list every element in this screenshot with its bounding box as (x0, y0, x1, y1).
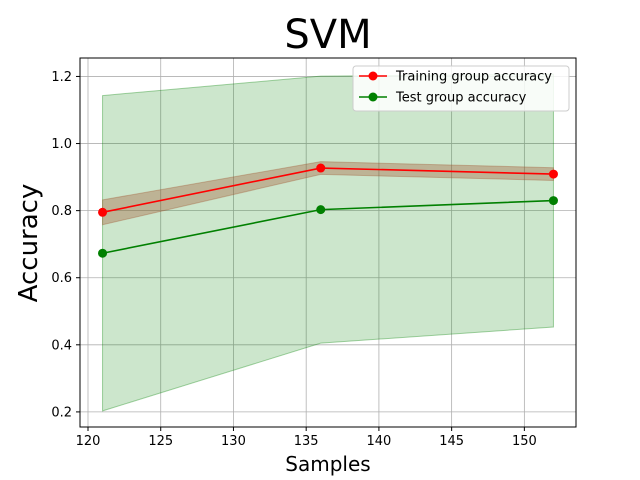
y-tick-label: 0.6 (51, 271, 72, 286)
confidence-band-training (102, 161, 554, 226)
x-tick-label: 135 (294, 434, 319, 449)
x-axis-label: Samples (285, 452, 370, 476)
y-tick-label: 1.0 (51, 137, 72, 152)
legend-entry: Training group accuracy (395, 70, 552, 85)
plot-area: 120 125 130 135 140 145 150 0.2 0.4 0.6 0.8 1.0 1.2 T… (51, 57, 577, 449)
legend-marker (368, 92, 378, 102)
y-axis-label: Accuracy (14, 184, 44, 303)
x-tick-label: 140 (366, 434, 391, 449)
legend-box (352, 65, 570, 112)
data-point-training (98, 207, 108, 217)
confidence-band-test (102, 73, 554, 412)
y-tick-label: 0.4 (51, 338, 72, 353)
y-tick-label: 0.2 (51, 405, 72, 420)
data-point-test (548, 196, 558, 206)
chart-title: SVM (284, 12, 371, 58)
legend-marker (368, 71, 378, 81)
x-tick-label: 120 (76, 434, 101, 449)
x-tick-label: 125 (148, 434, 173, 449)
x-tick-label: 150 (512, 434, 537, 449)
y-tick-label: 0.8 (51, 204, 72, 219)
x-tick-label: 145 (439, 434, 464, 449)
data-point-test (316, 205, 326, 215)
y-tick-label: 1.2 (51, 70, 72, 85)
data-point-training (548, 169, 558, 179)
x-tick-label: 130 (221, 434, 246, 449)
data-point-test (98, 248, 108, 258)
legend-entry: Test group accuracy (395, 91, 527, 106)
data-point-training (316, 163, 326, 173)
axes-frame (79, 57, 577, 428)
